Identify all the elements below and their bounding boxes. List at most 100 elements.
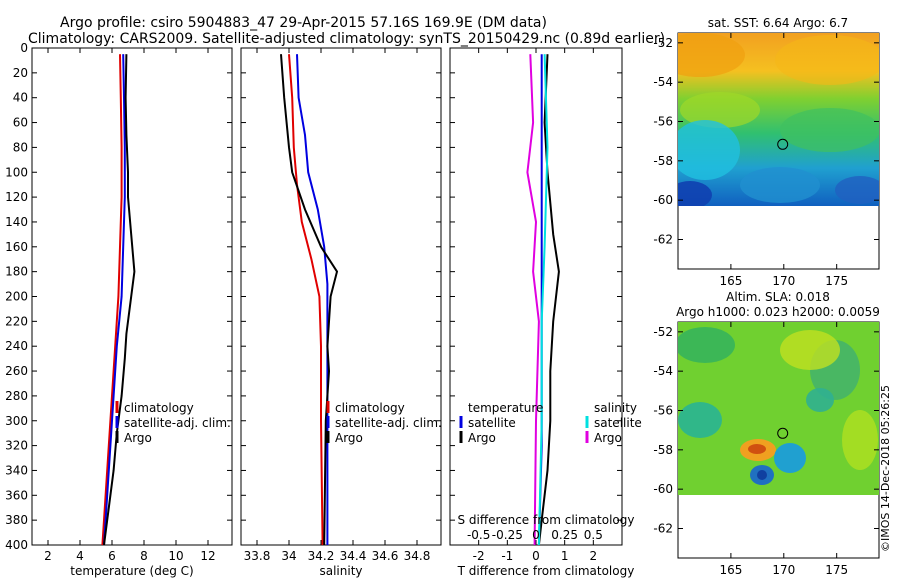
series-line-climatology — [288, 54, 324, 545]
y-tick-label: 100 — [5, 165, 28, 179]
title-line-1: Argo profile: csiro 5904883_47 29-Apr-20… — [60, 15, 547, 31]
x2-tick-label: -0.25 — [492, 528, 523, 542]
lat-tick-label: -60 — [653, 482, 673, 496]
sla-map-title: Altim. SLA: 0.018 — [726, 290, 830, 304]
legend-label-satellite: satellite-adj. clim. — [335, 416, 442, 430]
x-tick-label: 4 — [76, 549, 84, 563]
x-tick-label: 34.6 — [372, 549, 399, 563]
legend-label-climatology: climatology — [124, 401, 194, 415]
y-tick-label: 220 — [5, 314, 28, 328]
sla-low-patch — [678, 402, 722, 438]
lon-tick-label: 175 — [825, 274, 848, 288]
x-tick-label: 6 — [108, 549, 116, 563]
lon-tick-label: 165 — [719, 563, 742, 577]
legend-label-s-satellite: satellite — [594, 416, 642, 430]
x-tick-label: 2 — [590, 549, 598, 563]
lat-tick-label: -56 — [653, 404, 673, 418]
difference-x2label: S difference from climatology — [458, 513, 635, 527]
y-tick-label: 280 — [5, 389, 28, 403]
y-tick-label: 360 — [5, 488, 28, 502]
argo-location-marker — [777, 427, 789, 439]
argo-location-marker — [777, 138, 789, 150]
sla-field — [678, 322, 879, 495]
lon-tick-label: 165 — [719, 274, 742, 288]
legend-label-s-argo: Argo — [594, 431, 622, 445]
series-line-argo — [280, 54, 339, 545]
lat-tick-label: -54 — [653, 75, 673, 89]
lat-tick-label: -52 — [653, 36, 673, 50]
x-tick-label: 33.8 — [244, 549, 271, 563]
sst-field — [678, 33, 879, 206]
title-line-2: Climatology: CARS2009. Satellite-adjuste… — [28, 31, 665, 47]
y-tick-label: 320 — [5, 439, 28, 453]
x-tick-label: 2 — [44, 549, 52, 563]
legend-label-climatology: climatology — [335, 401, 405, 415]
y-tick-label: 200 — [5, 290, 28, 304]
sla-high-patch — [842, 410, 878, 470]
sla-map-panel: Altim. SLA: 0.018 Argo h1000: 0.023 h200… — [653, 290, 880, 577]
series-line-argo — [103, 54, 136, 545]
x-tick-label: 34.4 — [340, 549, 367, 563]
x2-tick-label: 0.5 — [584, 528, 603, 542]
y-tick-label: 140 — [5, 215, 28, 229]
y-tick-label: 300 — [5, 414, 28, 428]
temperature-legend: climatology satellite-adj. clim. Argo — [115, 401, 231, 445]
salinity-legend: climatology satellite-adj. clim. Argo — [326, 401, 442, 445]
x-tick-label: 34.8 — [404, 549, 431, 563]
x-tick-label: 10 — [168, 549, 183, 563]
x-tick-label: 8 — [140, 549, 148, 563]
sla-eddy-cold-core — [757, 470, 767, 480]
x-tick-label: 34 — [281, 549, 296, 563]
sst-cold-patch — [835, 176, 879, 204]
x-tick-label: 34.2 — [308, 549, 335, 563]
y-tick-label: 40 — [13, 91, 28, 105]
lat-tick-label: -52 — [653, 325, 673, 339]
y-tick-label: 240 — [5, 339, 28, 353]
legend-label-satellite: satellite-adj. clim. — [124, 416, 231, 430]
temperature-xlabel: temperature (deg C) — [70, 564, 193, 578]
x-tick-label: 1 — [561, 549, 569, 563]
salinity-xlabel: salinity — [319, 564, 362, 578]
legend-label-t-satellite: satellite — [468, 416, 516, 430]
x-tick-label: -2 — [473, 549, 485, 563]
series-line-satellite-adj-clim- — [103, 54, 126, 545]
legend-label-argo: Argo — [124, 431, 152, 445]
lat-tick-label: -62 — [653, 233, 673, 247]
x-tick-label: -1 — [501, 549, 513, 563]
sst-warm-patch — [775, 35, 879, 85]
sst-cool-patch — [740, 167, 820, 203]
watermark: ©IMOS 14-Dec-2018 05:26:25 — [879, 385, 892, 552]
sla-low-patch — [678, 327, 735, 363]
y-tick-label: 120 — [5, 190, 28, 204]
lon-tick-label: 170 — [772, 274, 795, 288]
y-tick-label: 260 — [5, 364, 28, 378]
sst-cold-patch — [678, 181, 712, 206]
legend-header-temperature: temperature — [468, 401, 543, 415]
sst-warm-patch — [678, 33, 745, 77]
y-tick-label: 180 — [5, 265, 28, 279]
x-tick-label: 12 — [200, 549, 215, 563]
sst-mid-patch — [680, 92, 760, 128]
difference-panel: -2 -1 0 1 2 T difference from climatology S … — [449, 47, 642, 578]
temperature-difference-legend: temperature satellite Argo — [459, 401, 543, 445]
y-tick-label: 340 — [5, 463, 28, 477]
lat-tick-label: -58 — [653, 154, 673, 168]
lat-tick-label: -58 — [653, 443, 673, 457]
legend-label-argo: Argo — [335, 431, 363, 445]
sla-high-patch — [780, 330, 840, 370]
salinity-difference-legend: salinity satellite Argo — [585, 401, 642, 445]
y-tick-label: 160 — [5, 240, 28, 254]
lon-tick-label: 170 — [772, 563, 795, 577]
sst-mid-patch — [780, 108, 879, 152]
sla-mid-patch — [806, 388, 834, 412]
salinity-panel: 33.8 34 34.2 34.4 34.6 34.8 salinity climatol… — [240, 47, 442, 578]
y-tick-label: 0 — [20, 41, 28, 55]
y-tick-label: 380 — [5, 513, 28, 527]
difference-xlabel: T difference from climatology — [457, 564, 635, 578]
x2-tick-label: 0 — [532, 528, 540, 542]
y-tick-label: 20 — [13, 66, 28, 80]
lat-tick-label: -56 — [653, 115, 673, 129]
lat-tick-label: -60 — [653, 193, 673, 207]
sst-cool-patch — [678, 120, 740, 180]
temperature-panel: 0 20 40 60 80 100 120 140 160 180 200 220 240 260 280 3… — [5, 41, 233, 578]
